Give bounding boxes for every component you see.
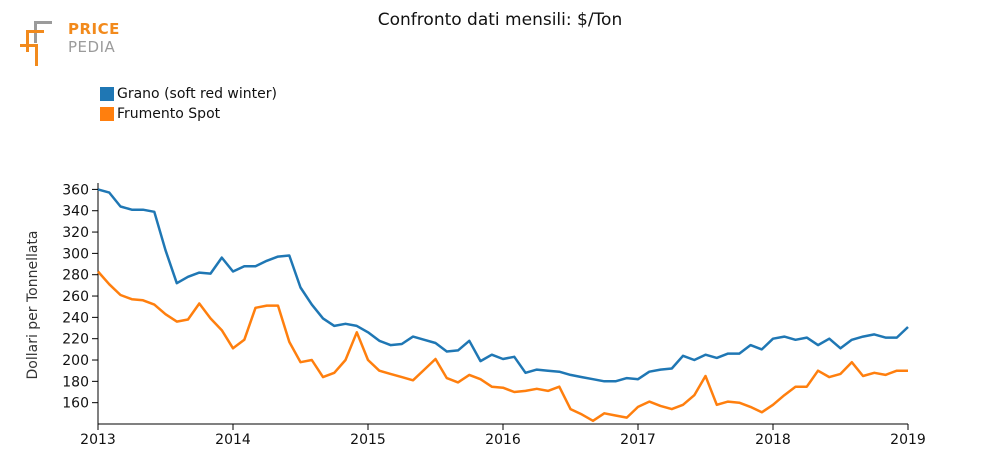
y-tick-label: 240 — [62, 310, 89, 326]
y-tick-label: 280 — [62, 268, 89, 284]
y-tick-label: 260 — [62, 289, 89, 305]
x-tick-label: 2016 — [485, 432, 521, 448]
pricepedia-logo: PRICE PEDIA — [18, 18, 138, 68]
x-tick-label: 2018 — [755, 432, 791, 448]
y-tick-label: 200 — [62, 353, 89, 369]
y-tick-label: 300 — [62, 246, 89, 262]
x-axis: 2013 2014 2015 2016 2017 2018 2019 — [80, 423, 926, 448]
y-axis-label: Dollari per Tonnellata — [25, 230, 41, 379]
x-tick-label: 2015 — [350, 432, 386, 448]
logo-text-price: PRICE — [68, 20, 120, 38]
y-axis: 160 180 200 220 240 260 280 300 320 340 360 — [62, 182, 99, 424]
y-tick-label: 160 — [62, 396, 89, 412]
x-tick-label: 2014 — [215, 432, 251, 448]
legend-item-frumento[interactable]: Frumento Spot — [100, 104, 277, 124]
legend-swatch-frumento — [100, 107, 114, 121]
y-tick-label: 180 — [62, 374, 89, 390]
y-tick-label: 320 — [62, 225, 89, 241]
legend-item-grano[interactable]: Grano (soft red winter) — [100, 84, 277, 104]
series-line-grano — [97, 188, 909, 383]
x-tick-label: 2017 — [620, 432, 656, 448]
legend-label-grano: Grano (soft red winter) — [117, 86, 277, 102]
legend: Grano (soft red winter) Frumento Spot — [100, 84, 277, 124]
legend-label-frumento: Frumento Spot — [117, 106, 221, 122]
series-lines — [97, 188, 909, 423]
series-line-frumento — [97, 270, 908, 423]
logo-text-pedia: PEDIA — [68, 38, 116, 56]
legend-swatch-grano — [100, 87, 114, 101]
y-tick-label: 360 — [62, 182, 89, 198]
y-tick-label: 220 — [62, 332, 89, 348]
x-tick-label: 2019 — [890, 432, 926, 448]
x-tick-label: 2013 — [80, 432, 116, 448]
logo-mark-icon — [20, 21, 52, 66]
chart-title: Confronto dati mensili: $/Ton — [377, 10, 623, 30]
y-tick-label: 340 — [62, 204, 89, 220]
